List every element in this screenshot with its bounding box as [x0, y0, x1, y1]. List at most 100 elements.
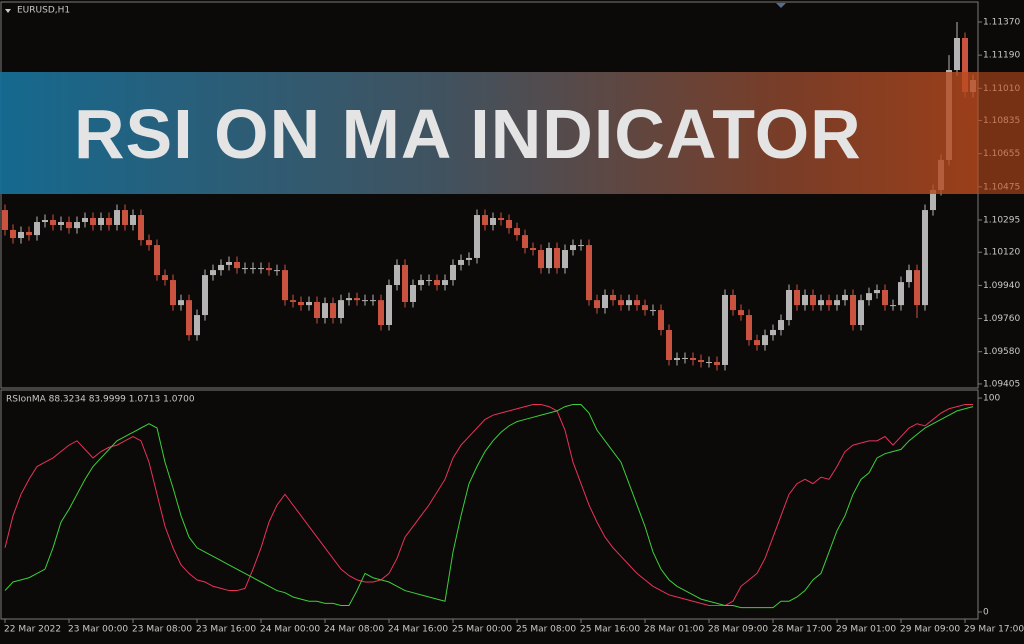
candle-body	[594, 300, 600, 309]
candle-body	[386, 285, 392, 325]
candle-body	[738, 310, 744, 316]
candle-body	[338, 300, 344, 318]
candle-body	[58, 222, 64, 225]
candle-body	[402, 264, 408, 302]
candle-body	[42, 220, 48, 223]
candle-body	[226, 262, 232, 265]
candle-body	[362, 300, 368, 302]
banner: RSI ON MA INDICATOR	[0, 72, 978, 194]
candle-body	[90, 217, 96, 225]
indicator-title: RSIonMA 88.3234 83.9999 1.0713 1.0700	[6, 395, 195, 405]
y-tick-label: 0	[983, 607, 989, 617]
candle-body	[722, 294, 728, 365]
candle-body	[530, 248, 536, 251]
candle-body	[650, 310, 656, 312]
x-tick-label: 25 Mar 00:00	[452, 625, 512, 635]
candle-body	[482, 215, 488, 225]
candle-body	[66, 222, 72, 229]
y-tick-label: 1.10120	[983, 248, 1020, 258]
y-tick-label: 100	[983, 394, 1000, 404]
candle-body	[234, 262, 240, 269]
candle-body	[138, 215, 144, 241]
candle-body	[210, 270, 216, 276]
candle-body	[274, 270, 280, 272]
x-tick-label: 25 Mar 08:00	[516, 625, 576, 635]
candle-body	[706, 362, 712, 364]
candle-body	[930, 189, 936, 211]
candle-body	[330, 303, 336, 318]
x-tick-label: 28 Mar 09:00	[708, 625, 768, 635]
candle-body	[578, 245, 584, 247]
x-tick-label: 28 Mar 17:00	[772, 625, 832, 635]
x-tick-label: 23 Mar 16:00	[196, 625, 256, 635]
banner-axis-overlay	[978, 72, 1024, 194]
candle-body	[258, 268, 264, 270]
candle-body	[466, 257, 472, 260]
x-tick-label: 25 Mar 16:00	[580, 625, 640, 635]
candle-body	[282, 270, 288, 301]
x-tick-label: 24 Mar 00:00	[260, 625, 320, 635]
y-tick-label: 1.09580	[983, 347, 1020, 357]
candle-body	[114, 210, 120, 225]
candle-body	[802, 294, 808, 306]
candle-body	[770, 329, 776, 336]
candle-body	[834, 300, 840, 306]
y-tick-label: 1.09760	[983, 314, 1020, 324]
candle-body	[562, 250, 568, 269]
candle-body	[418, 280, 424, 286]
candle-body	[434, 280, 440, 286]
candle-body	[698, 360, 704, 363]
y-tick-label: 1.09940	[983, 281, 1020, 291]
candle-body	[10, 229, 16, 239]
candle-body	[426, 280, 432, 282]
candle-body	[626, 300, 632, 306]
candle-body	[866, 293, 872, 301]
candle-body	[786, 290, 792, 321]
candle-body	[602, 294, 608, 309]
y-tick-label: 1.09405	[983, 379, 1020, 389]
candle-body	[26, 231, 32, 236]
candle-body	[314, 301, 320, 318]
candle-body	[34, 222, 40, 236]
candle-body	[154, 245, 160, 276]
candle-body	[778, 320, 784, 330]
candle-body	[586, 245, 592, 301]
x-tick-label: 29 Mar 01:00	[836, 625, 896, 635]
candle-body	[2, 210, 8, 230]
candle-body	[754, 340, 760, 346]
candle-body	[962, 38, 968, 92]
candle-body	[98, 217, 104, 225]
x-tick-label: 23 Mar 00:00	[68, 625, 128, 635]
candle-body	[378, 300, 384, 325]
candle-body	[410, 285, 416, 302]
candle-body	[818, 300, 824, 306]
indicator-line	[4, 403, 973, 607]
candle-body	[522, 235, 528, 248]
y-tick-label: 1.10295	[983, 216, 1020, 226]
candle-body	[250, 268, 256, 270]
candle-body	[610, 294, 616, 301]
candle-body	[546, 248, 552, 269]
x-tick-label: 23 Mar 08:00	[132, 625, 192, 635]
main-frame	[0, 1, 979, 389]
x-tick-label: 29 Mar 17:00	[964, 625, 1024, 635]
candle-body	[762, 335, 768, 346]
candle-body	[146, 240, 152, 246]
candle-body	[690, 357, 696, 360]
candle-body	[50, 220, 56, 225]
candle-body	[242, 268, 248, 270]
candle-body	[498, 217, 504, 220]
candle-body	[178, 300, 184, 306]
candle-body	[18, 231, 24, 239]
candle-body	[370, 300, 376, 302]
x-tick-label: 29 Mar 09:00	[900, 625, 960, 635]
candle-body	[642, 305, 648, 311]
candle-body	[130, 215, 136, 225]
candle-body	[346, 298, 352, 301]
candle-body	[202, 275, 208, 316]
candle-body	[746, 315, 752, 341]
dropdown-icon[interactable]	[5, 9, 11, 13]
y-tick-label: 1.11190	[983, 51, 1020, 61]
candle-body	[682, 357, 688, 359]
candle-body	[554, 248, 560, 269]
